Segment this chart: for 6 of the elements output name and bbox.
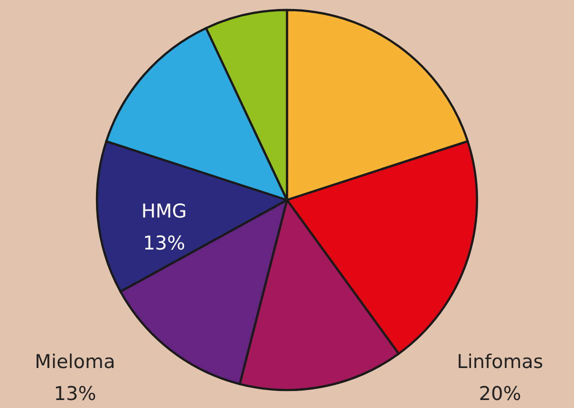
slice-label: Linfomas: [456, 351, 544, 373]
data-label: 13%: [142, 232, 186, 255]
data-label: 20%: [478, 383, 522, 405]
data-label: 13%: [54, 383, 96, 405]
slice-label: HMG: [141, 200, 187, 223]
slice-label: Mieloma: [34, 351, 116, 373]
